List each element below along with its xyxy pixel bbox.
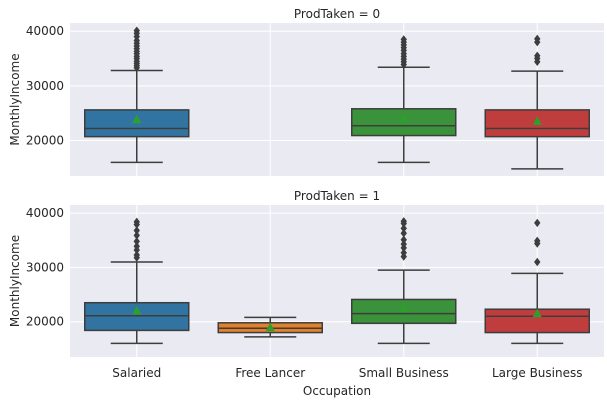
outlier-point bbox=[133, 237, 140, 246]
x-tick-label: Large Business bbox=[492, 366, 583, 380]
outlier-point bbox=[133, 217, 140, 227]
outlier-point bbox=[534, 236, 541, 246]
outlier-point bbox=[400, 248, 407, 257]
mean-marker bbox=[532, 308, 542, 318]
box-free-lancer bbox=[217, 316, 323, 338]
outlier-point bbox=[133, 226, 140, 235]
outlier-point bbox=[133, 242, 140, 251]
mean-marker bbox=[132, 114, 142, 124]
y-tick-label: 30000 bbox=[26, 79, 64, 93]
panel-title: ProdTaken = 0 bbox=[294, 7, 380, 21]
outlier-point bbox=[400, 224, 407, 233]
y-tick-label: 40000 bbox=[26, 206, 64, 220]
y-tick-label: 40000 bbox=[26, 24, 64, 38]
mean-marker bbox=[399, 303, 409, 312]
box-large-business bbox=[484, 218, 590, 345]
box-salaried bbox=[84, 26, 190, 164]
outlier-point bbox=[534, 257, 541, 267]
panel-1: 20000 30000 40000 MonthlyIncome ProdTaken = … bbox=[8, 189, 604, 398]
outlier-point bbox=[133, 250, 140, 260]
x-tick-label: Salaried bbox=[112, 366, 161, 380]
x-tick-label: Free Lancer bbox=[235, 366, 305, 380]
box-small-business bbox=[351, 217, 457, 345]
y-tick-label: 20000 bbox=[26, 133, 64, 147]
outlier-point bbox=[400, 217, 407, 226]
x-axis-label: Occupation bbox=[303, 384, 371, 398]
x-tick-label: Small Business bbox=[359, 366, 449, 380]
mean-marker bbox=[132, 305, 142, 315]
panel-0: 20000 30000 40000 MonthlyIncome ProdTaken = … bbox=[8, 7, 604, 176]
mean-marker bbox=[532, 116, 542, 125]
plot-area bbox=[70, 205, 604, 357]
outlier-point bbox=[400, 35, 407, 44]
outlier-point bbox=[400, 239, 407, 249]
box-iqr bbox=[351, 108, 457, 137]
outlier-point bbox=[133, 231, 140, 240]
y-axis-label: MonthlyIncome bbox=[8, 53, 22, 145]
outlier-point bbox=[133, 26, 140, 35]
box-salaried bbox=[84, 217, 190, 345]
box-small-business bbox=[351, 35, 457, 164]
y-tick-label: 30000 bbox=[26, 260, 64, 274]
box-large-business bbox=[484, 34, 590, 170]
outlier-point bbox=[400, 229, 407, 238]
y-tick-label: 20000 bbox=[26, 315, 64, 329]
y-axis-label: MonthlyIncome bbox=[8, 235, 22, 327]
plot-area bbox=[70, 23, 604, 176]
panel-title: ProdTaken = 1 bbox=[294, 189, 380, 203]
outlier-point bbox=[400, 235, 407, 244]
outlier-point bbox=[534, 218, 541, 228]
box-iqr bbox=[84, 109, 190, 138]
outlier-point bbox=[534, 51, 541, 60]
mean-marker bbox=[265, 322, 275, 332]
mean-marker bbox=[399, 113, 409, 123]
outlier-point bbox=[534, 34, 541, 44]
